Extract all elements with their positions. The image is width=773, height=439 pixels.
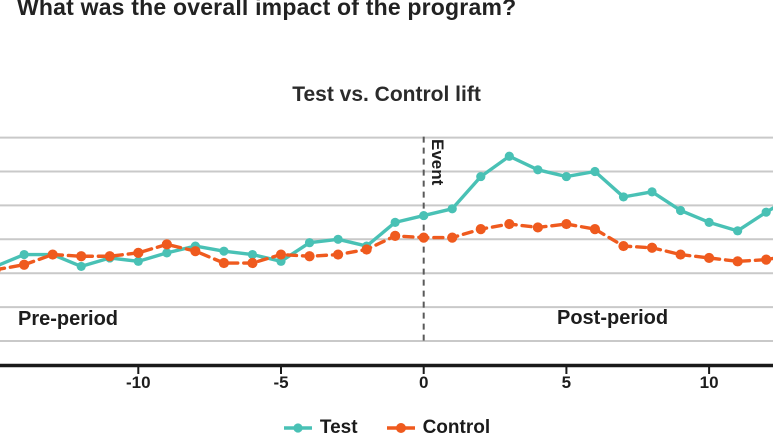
legend-item-test: Test	[283, 417, 358, 439]
legend-item-control: Control	[386, 417, 491, 439]
legend-label-test: Test	[319, 417, 358, 438]
x-tick-label: -10	[126, 373, 151, 392]
test-series-key-icon	[283, 423, 312, 433]
event-annotation: Event	[428, 139, 447, 186]
legend-label-control: Control	[422, 417, 491, 438]
control-series-key-icon	[386, 423, 415, 433]
x-tick-label: -5	[273, 373, 289, 392]
chart-title: Test vs. Control lift	[292, 83, 481, 106]
chart-legend: Test Control	[0, 417, 773, 439]
pre-period-label: Pre-period	[18, 308, 119, 330]
post-period-label: Post-period	[557, 307, 669, 329]
page-title: What was the overall impact of the progr…	[17, 0, 517, 20]
x-tick-label: 5	[561, 373, 572, 392]
x-tick-label: 0	[418, 373, 429, 392]
x-tick-label: 10	[699, 373, 719, 392]
